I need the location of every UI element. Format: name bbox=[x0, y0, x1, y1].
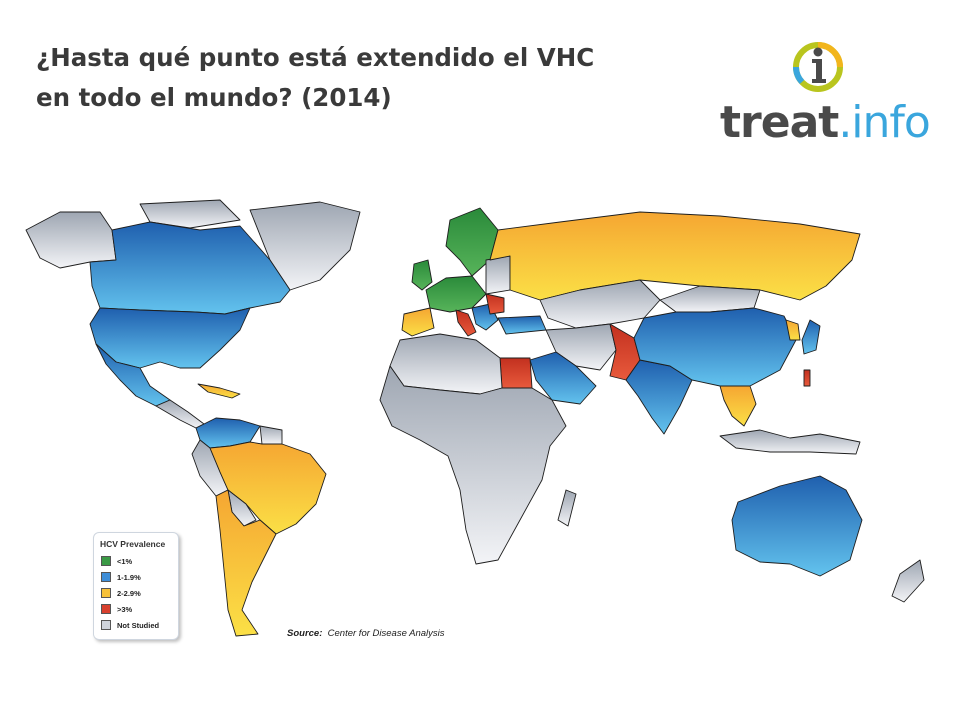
legend-item: <1% bbox=[101, 555, 132, 567]
legend-label: <1% bbox=[117, 556, 133, 566]
region-saudi-arabia bbox=[529, 351, 597, 405]
region-turkey bbox=[497, 315, 547, 335]
title-line-1: ¿Hasta qué punto está extendido el VHC bbox=[36, 43, 595, 72]
region-new-zealand bbox=[891, 559, 925, 603]
source-text: Center for Disease Analysis bbox=[327, 628, 445, 639]
region-eastern-europe bbox=[485, 255, 511, 295]
region-brazil bbox=[209, 441, 327, 535]
region-arctic-islands bbox=[139, 199, 241, 229]
region-guianas bbox=[259, 425, 283, 445]
region-australia bbox=[731, 475, 863, 577]
legend-label: 1-1.9% bbox=[117, 572, 141, 582]
legend-item: Not Studied bbox=[101, 619, 159, 631]
world-map bbox=[25, 199, 925, 637]
slide-title: ¿Hasta qué punto está extendido el VHC e… bbox=[36, 38, 696, 118]
map-legend: HCV Prevalence <1% 1-1.9% 2-2.9% >3% Not… bbox=[93, 532, 179, 640]
legend-swatch-grey bbox=[101, 620, 111, 630]
region-indonesia bbox=[719, 429, 861, 455]
title-line-2: en todo el mundo? (2014) bbox=[36, 83, 392, 112]
legend-item: 1-1.9% bbox=[101, 571, 141, 583]
legend-swatch-red bbox=[101, 604, 111, 614]
region-russia bbox=[489, 211, 861, 301]
region-central-america bbox=[155, 399, 205, 429]
region-italy bbox=[455, 309, 477, 337]
region-mongolia bbox=[659, 285, 761, 313]
legend-label: Not Studied bbox=[117, 620, 160, 630]
region-usa bbox=[89, 307, 251, 369]
region-alaska bbox=[25, 211, 117, 269]
region-china bbox=[633, 307, 797, 387]
source-label: Source: bbox=[287, 628, 323, 639]
info-i-icon bbox=[793, 42, 843, 92]
logo-wordmark: treat.info bbox=[720, 97, 931, 148]
legend-item: 2-2.9% bbox=[101, 587, 141, 599]
region-uk-ireland bbox=[411, 259, 433, 291]
region-taiwan bbox=[803, 369, 811, 387]
logo-word-info: .info bbox=[838, 97, 931, 148]
region-egypt bbox=[499, 357, 533, 389]
region-scandinavia bbox=[445, 207, 499, 277]
region-argentina-chile bbox=[215, 489, 277, 637]
region-western-europe bbox=[425, 275, 487, 313]
region-japan bbox=[801, 319, 821, 355]
map-source: Source: Center for Disease Analysis bbox=[287, 628, 445, 639]
region-korea bbox=[785, 319, 801, 341]
treat-info-logo: treat.info bbox=[720, 34, 931, 146]
legend-label: >3% bbox=[117, 604, 133, 614]
region-indochina bbox=[719, 385, 757, 427]
legend-label: 2-2.9% bbox=[117, 588, 141, 598]
legend-swatch-blue bbox=[101, 572, 111, 582]
legend-swatch-green bbox=[101, 556, 111, 566]
legend-item: >3% bbox=[101, 603, 132, 615]
region-africa bbox=[379, 365, 567, 565]
region-caribbean bbox=[197, 383, 241, 399]
region-romania bbox=[485, 293, 505, 315]
region-madagascar bbox=[557, 489, 577, 527]
legend-title: HCV Prevalence bbox=[100, 539, 166, 549]
region-north-africa bbox=[389, 333, 503, 395]
legend-swatch-yellow bbox=[101, 588, 111, 598]
region-iberia bbox=[401, 307, 435, 337]
logo-word-treat: treat bbox=[720, 97, 839, 148]
